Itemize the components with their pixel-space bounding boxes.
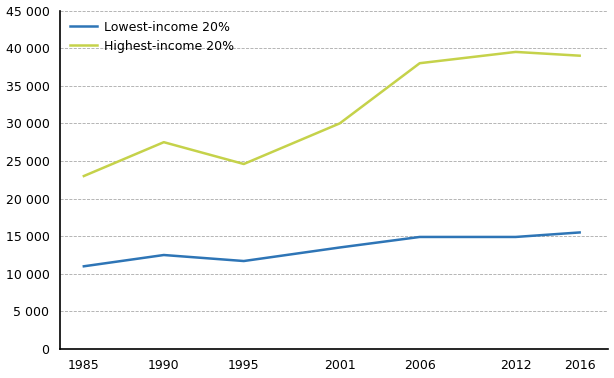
Lowest-income 20% (336, 245, 343, 250)
Lowest-income 20% (576, 230, 583, 235)
Highest-income 20% (576, 53, 583, 58)
Highest-income 20% (512, 50, 519, 54)
Legend: Lowest-income 20%, Highest-income 20%: Lowest-income 20%, Highest-income 20% (66, 17, 238, 57)
Lowest-income 20% (160, 253, 168, 257)
Highest-income 20% (416, 61, 424, 65)
Highest-income 20% (80, 174, 88, 178)
Highest-income 20% (240, 162, 247, 166)
Highest-income 20% (160, 140, 168, 144)
Lowest-income 20% (240, 259, 247, 263)
Lowest-income 20% (416, 235, 424, 239)
Line: Highest-income 20%: Highest-income 20% (84, 52, 580, 176)
Highest-income 20% (336, 121, 343, 125)
Lowest-income 20% (512, 235, 519, 239)
Line: Lowest-income 20%: Lowest-income 20% (84, 232, 580, 266)
Lowest-income 20% (80, 264, 88, 268)
